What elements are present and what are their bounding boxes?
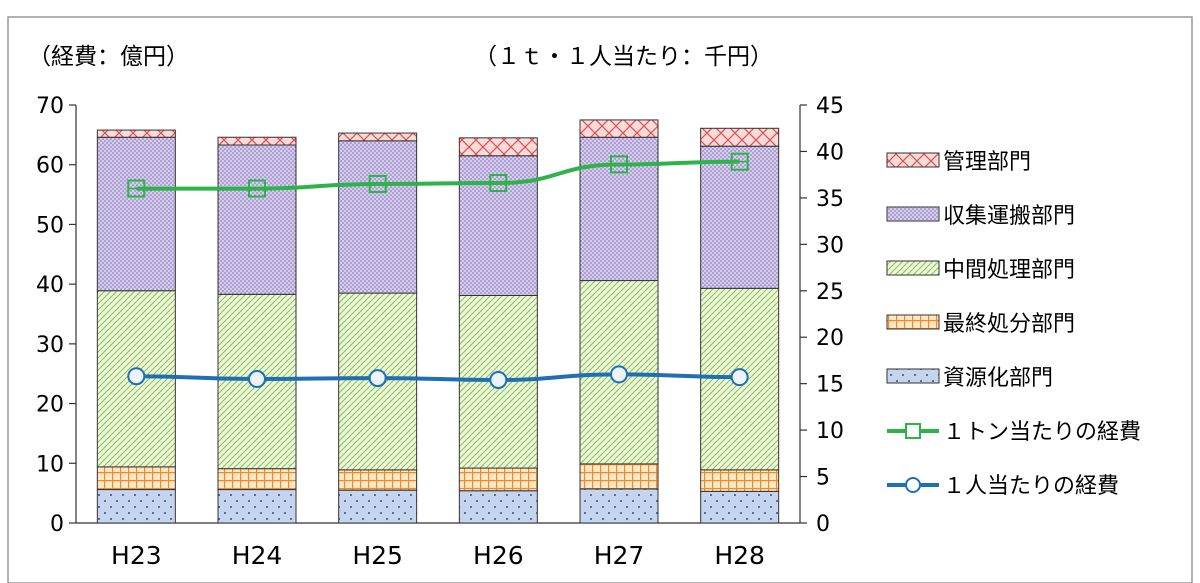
x-tick-label: H23 [111,541,162,570]
line-point [368,369,387,388]
right-tick-label: 30 [816,233,844,258]
left-tick-label: 0 [50,512,64,537]
bar-segment [700,127,780,147]
bar-segment [338,132,418,142]
right-axis: 0 5 10 15 20 25 30 35 40 45 [799,94,844,537]
right-tick-label: 0 [816,512,830,537]
legend-label: 収集運搬部門 [943,204,1075,229]
legend-swatch [886,152,940,168]
x-tick-label: H28 [714,541,765,570]
legend-label: 管理部門 [943,150,1031,175]
series-line [136,372,740,382]
x-tick-label: H27 [594,541,645,570]
left-tick-label: 50 [36,213,64,238]
bar-segment [338,489,418,524]
left-tick-label: 40 [36,273,64,298]
bar-segment [217,144,297,295]
x-tick-labels: H23 H24 H25 H26 H27 H28 [111,541,765,570]
bar-segment [458,137,538,157]
bar-segment [96,136,176,292]
bar-segment [96,129,176,138]
bar-segment [579,136,659,282]
bar-segment [700,469,780,492]
left-unit-label: （経費：億円） [28,44,189,70]
legend-label: 資源化部門 [943,366,1053,391]
bar-segment [338,140,418,294]
bar-segment [700,490,780,524]
legend-swatch [886,260,940,276]
legend-label: １トン当たりの経費 [943,420,1141,445]
right-unit-label: （１ｔ・１人当たり：千円） [474,44,773,70]
legend-marker [905,477,921,493]
right-tick-label: 20 [816,326,844,351]
line-point [610,365,628,384]
bar-segment [217,489,297,524]
right-tick-label: 40 [816,140,844,165]
left-tick-label: 60 [36,154,64,179]
line-point [127,367,146,386]
right-tick-label: 35 [816,187,844,212]
left-axis: 0 10 20 30 40 50 60 70 [36,94,800,537]
bar-segment [579,119,659,138]
bar-segment [338,469,418,491]
x-tick-label: H24 [232,541,283,570]
left-tick-label: 10 [36,452,64,477]
legend-swatch [886,206,940,222]
bar-segment [700,145,780,289]
legend-swatch [886,368,940,384]
bar-segment [217,136,297,146]
right-tick-label: 10 [816,419,844,444]
line-point [248,370,266,389]
bar-segment [96,466,176,491]
legend-label: １人当たりの経費 [943,474,1119,499]
bar-segment [458,467,538,492]
x-tick-label: H26 [473,541,524,570]
bar-segment [458,155,538,296]
bar-segment [458,490,538,524]
left-tick-label: 70 [36,94,64,119]
line-point [730,368,749,387]
bar-segment [579,463,659,490]
bar-segment [217,468,297,491]
legend-label: 最終処分部門 [943,312,1075,337]
bar-segment [96,489,176,524]
right-tick-label: 25 [816,280,844,305]
right-tick-label: 15 [816,373,844,398]
right-tick-label: 5 [816,466,830,491]
left-tick-label: 30 [36,333,64,358]
x-tick-label: H25 [352,541,403,570]
left-tick-label: 20 [36,393,64,418]
legend-swatch [886,314,940,330]
legend-marker [905,423,921,439]
right-tick-label: 45 [816,94,844,119]
bar-segment [579,488,659,524]
line-series-group [127,152,749,389]
legend-label: 中間処理部門 [943,258,1075,283]
line-point [489,370,508,389]
